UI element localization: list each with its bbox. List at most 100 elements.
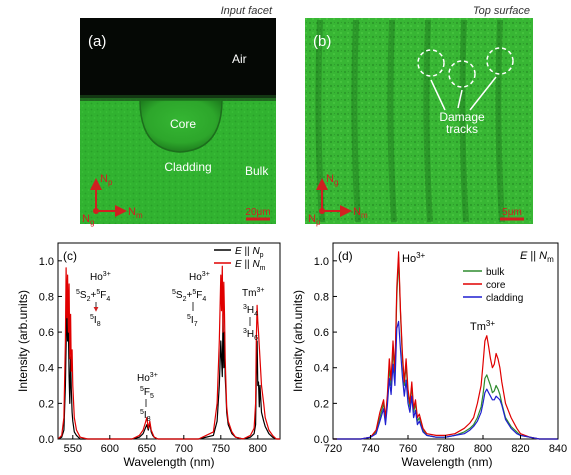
chartD-ytick-label-3: 0.6 <box>314 327 329 339</box>
legend-d-entry-1: core <box>486 280 506 291</box>
chartD-series-line-2 <box>333 320 558 440</box>
chartD-xtick-label-1: 740 <box>361 443 379 455</box>
chartD-ytick-label-0: 0.0 <box>314 434 329 446</box>
chart-d-legend: bulk core cladding <box>463 267 523 304</box>
damage-label-line2: tracks <box>446 122 478 136</box>
panel-a-axes: Np Nm Ng <box>82 173 143 227</box>
chart-d-frame <box>332 242 559 440</box>
chartC-ytick-label-5: 1.0 <box>39 256 54 268</box>
chartD-xtick-label-3: 780 <box>436 443 454 455</box>
anno-ho2-ion: Ho3+ <box>137 372 158 384</box>
damage-track-texture <box>315 19 505 223</box>
chartC-xtick-label-2: 650 <box>138 443 156 455</box>
panel-a-caption: Input facet <box>221 5 273 17</box>
damage-track-circle-3 <box>486 47 514 75</box>
chartC-series-line-1 <box>57 265 280 440</box>
chart-d-anno-ho: Ho3+ <box>402 251 426 265</box>
chart-d-xlabel: Wavelength (nm) <box>402 455 493 469</box>
chartC-xtick-label-5: 800 <box>249 443 267 455</box>
chartD-ytick-label-1: 0.2 <box>314 398 329 410</box>
chart-d-anno-tm: Tm3+ <box>470 319 495 333</box>
scale-bar-a-label: 20μm <box>245 207 270 218</box>
legend-d-entry-0: bulk <box>486 267 505 278</box>
anno-ho1-ion: Ho3+ <box>90 271 111 283</box>
chart-c-panel-label: (c) <box>63 249 77 263</box>
waveguide-core-shape <box>139 99 223 153</box>
chartC-xtick-label-4: 750 <box>212 443 230 455</box>
damage-pointer-1 <box>430 79 446 111</box>
chartC-xtick-label-1: 600 <box>101 443 119 455</box>
panel-b-scale-bar: 5μm <box>500 207 524 221</box>
anno-ho1-lower: 5I8 <box>90 314 101 328</box>
chart-d-panel-label: (d) <box>338 249 353 263</box>
chartD-ytick-label-5: 1.0 <box>314 256 329 268</box>
chartD-ytick-label-4: 0.8 <box>314 291 329 303</box>
axis-b-horizontal-label: Nm <box>353 206 368 220</box>
chart-c-legend: E || Np E || Nm <box>214 246 266 272</box>
chartD-xtick-label-6: 840 <box>549 443 567 455</box>
panel-a-scale-bar: 20μm <box>245 207 271 221</box>
panel-b-axes: Ng Nm Np <box>308 173 368 227</box>
core-label: Core <box>170 117 196 131</box>
panel-b-caption: Top surface <box>473 5 530 17</box>
damage-pointer-3 <box>469 76 497 111</box>
panel-a-label: (a) <box>88 33 106 50</box>
legend-c-entry-1: E || Nm <box>235 259 266 272</box>
anno-ho3-ion: Ho3+ <box>189 271 210 283</box>
panel-b-surface <box>305 18 533 224</box>
chartD-series-line-1 <box>333 251 558 440</box>
anno-tm-ion: Tm3+ <box>242 287 264 299</box>
damage-label-line1: Damage <box>439 110 485 124</box>
panel-a-air-region <box>80 18 276 98</box>
chart-d: 720 740 760 780 800 820 840 0.0 0.2 0.4 0.6 0.8 1.0… <box>291 242 567 469</box>
chartC-series-line-0 <box>57 299 280 440</box>
anno-tm-upper: 3H4 <box>243 304 258 318</box>
panel-a: Input facet (a) Air Core Cladding Bulk N… <box>80 5 276 227</box>
annotation-ho-nir: Ho3+ 5S2+5F4 5I7 <box>172 271 210 328</box>
chart-d-header: E || Nm <box>520 250 554 264</box>
chart-c: 550 600 650 700 750 800 0.0 0.2 0.4 0.6 0.8 1.0 (c… <box>16 242 281 469</box>
panel-a-interface <box>80 95 276 101</box>
legend-d-entry-2: cladding <box>486 293 523 304</box>
panel-b-label: (b) <box>313 33 331 50</box>
axis-b-origin-label: Np <box>308 213 321 227</box>
chartD-ytick-label-2: 0.4 <box>314 363 329 375</box>
annotation-tm: Tm3+ 3H4 3H6 <box>242 287 264 342</box>
chartD-xtick-label-5: 820 <box>511 443 529 455</box>
chart-d-ylabel: Intensity (arb.units) <box>291 290 305 392</box>
air-label: Air <box>232 52 247 66</box>
chartC-xtick-label-3: 700 <box>175 443 193 455</box>
annotation-ho-red: Ho3+ 5F5 5I8 <box>137 372 158 423</box>
axis-b-vertical-label: Ng <box>326 173 338 187</box>
scale-bar-b-label: 5μm <box>502 207 522 218</box>
bulk-label: Bulk <box>245 164 269 178</box>
chartC-ytick-label-3: 0.6 <box>39 327 54 339</box>
legend-c-entry-0: E || Np <box>235 246 264 259</box>
cladding-label: Cladding <box>164 160 211 174</box>
chartC-ytick-label-2: 0.4 <box>39 363 54 375</box>
anno-ho3-upper: 5S2+5F4 <box>172 289 206 303</box>
axis-np-label: Np <box>100 173 113 187</box>
axis-nm-label: Nm <box>128 206 143 220</box>
damage-pointer-2 <box>457 89 463 109</box>
panel-b: Top surface (b) Damage tracks Ng Nm Np <box>305 5 533 227</box>
chartC-xtick-label-0: 550 <box>64 443 82 455</box>
damage-track-circle-1 <box>417 49 445 77</box>
chartC-ytick-label-4: 0.8 <box>39 291 54 303</box>
anno-ho2-upper: 5F5 <box>140 386 154 400</box>
damage-track-circle-2 <box>448 60 476 88</box>
anno-ho2-lower: 5I8 <box>140 409 151 423</box>
chartD-xtick-label-4: 800 <box>474 443 492 455</box>
chartD-xtick-label-2: 760 <box>399 443 417 455</box>
annotation-ho-green: Ho3+ 5S2+5F4 5I8 <box>76 271 111 328</box>
chartC-ytick-label-0: 0.0 <box>39 434 54 446</box>
chart-c-xlabel: Wavelength (nm) <box>124 455 215 469</box>
chartC-ytick-label-1: 0.2 <box>39 398 54 410</box>
chartD-xtick-label-0: 720 <box>324 443 342 455</box>
axis-ng-label: Ng <box>82 213 94 227</box>
anno-tm-lower: 3H6 <box>243 328 258 342</box>
chart-c-ylabel: Intensity (arb.units) <box>16 290 30 392</box>
anno-ho3-lower: 5I7 <box>187 314 198 328</box>
chart-c-frame <box>57 242 281 440</box>
